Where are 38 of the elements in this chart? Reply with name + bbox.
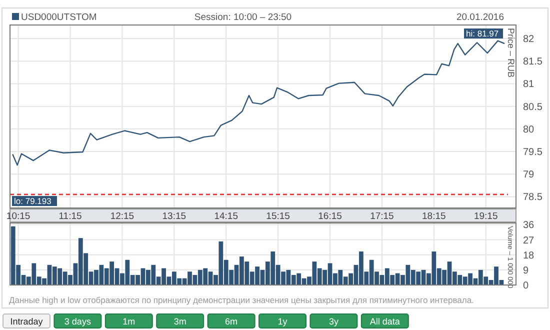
text: 3y [328,316,339,326]
x-tick-label: 10:15 [6,211,30,222]
chart-subtitle: Session: 10:00 – 23:50 [194,12,292,23]
y-tick-label: 79 [523,170,535,181]
y-tick-label: 27 [523,235,535,246]
y-tick-label: 81.5 [523,56,543,68]
text: 1m [122,316,136,326]
annotation: hi: 81.97 [466,28,499,38]
y-tick-label: 82 [523,34,535,46]
y-tick-label: 81 [523,79,535,90]
x-tick-label: 14:15 [214,211,238,222]
text: 20.01.2016 [456,12,504,23]
text: Данные high и low отображаются по принципу демонстрации значения цены закрытия для пятиминутного интервала. [9,295,474,305]
x-tick-label: 19:15 [474,211,498,222]
x-tick-label: 17:15 [370,211,394,222]
y-tick-label: 0 [523,280,529,292]
text: 3m [174,316,186,326]
text: Intraday [10,316,44,326]
text: 3 days [64,316,92,326]
text: 6m [225,316,238,326]
y-tick-label: 18 [523,250,535,262]
y-tick-label: 80 [523,124,535,136]
annotation: lo: 79.193 [14,196,52,206]
text: 1y [278,316,288,326]
legend-label: USD000UTSTOM [21,12,97,23]
y-tick-label: 80.5 [523,102,543,113]
y-tick-label: 79.5 [523,147,543,158]
y-tick-label: 78.5 [523,192,543,204]
y-axis-title: Price – RUB [506,28,516,78]
text: All data [370,316,400,326]
x-tick-label: 13:15 [162,211,186,222]
y-tick-label: 36 [523,220,535,232]
x-tick-label: 16:15 [318,211,342,222]
x-tick-label: 18:15 [422,211,446,222]
x-tick-label: 11:15 [58,211,82,222]
x-tick-label: 12:15 [110,211,134,222]
x-tick-label: 15:15 [266,211,290,222]
y-tick-label: 9 [523,265,529,276]
